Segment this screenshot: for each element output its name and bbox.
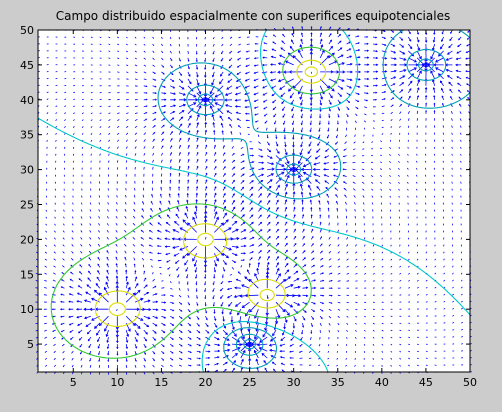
x-tick-label: 50 [463, 376, 477, 389]
x-tick-label: 15 [154, 376, 168, 389]
x-tick-label: 40 [375, 376, 389, 389]
chart-title: Campo distribuido espacialmente con supe… [56, 9, 450, 23]
contour-level-0 [37, 29, 471, 373]
contour-level-6 [197, 58, 434, 350]
contour-level-1 [50, 46, 341, 359]
contour-level-5 [108, 66, 319, 317]
y-tick-label: 50 [20, 24, 34, 37]
y-tick-label: 30 [20, 164, 34, 177]
x-tick-label: 45 [419, 376, 433, 389]
x-tick-label: 20 [199, 376, 213, 389]
y-tick-label: 35 [20, 129, 34, 142]
contour-level-3 [94, 59, 327, 327]
y-tick-label: 20 [20, 233, 34, 246]
y-tick-label: 10 [20, 303, 34, 316]
axes: 5 10 15 20 25 30 35 40 45 50 5 10 15 20 25 30 35 40 45 50 [20, 24, 477, 389]
x-tick-label: 30 [287, 376, 301, 389]
y-tick-label: 40 [20, 94, 34, 107]
y-tick-label: 15 [20, 268, 34, 281]
y-tick-label: 45 [20, 59, 34, 72]
field-arrows [35, 25, 472, 375]
x-tick-label: 35 [331, 376, 345, 389]
contour-level-4 [186, 48, 447, 356]
vector-field [35, 25, 472, 375]
y-tick-label: 5 [27, 338, 34, 351]
plot-area [38, 30, 470, 372]
equipotential-contours [37, 29, 471, 373]
x-tick-label: 5 [70, 376, 77, 389]
x-tick-label: 10 [110, 376, 124, 389]
contour-level-2 [157, 29, 471, 369]
axes-box [37, 29, 471, 373]
x-tick-label: 25 [243, 376, 257, 389]
y-tick-label: 25 [20, 198, 34, 211]
